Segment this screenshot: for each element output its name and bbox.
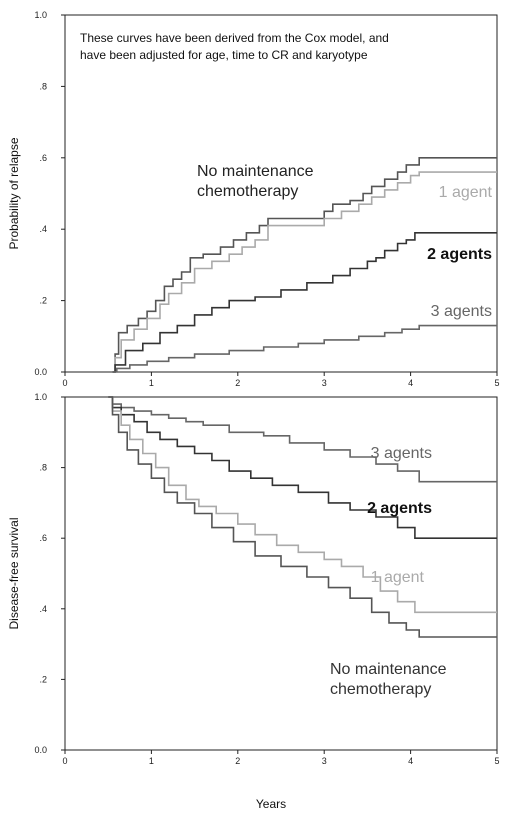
y-axis-label: Probability of relapse	[7, 137, 21, 249]
series-label: 3 agents	[371, 445, 432, 462]
series-label: 2 agents	[367, 500, 432, 517]
x-tick-label: 1	[149, 378, 154, 388]
series-line-3	[112, 232, 497, 373]
series-label: chemotherapy	[330, 681, 431, 698]
series-line-4	[108, 396, 497, 638]
y-tick-label: .6	[39, 533, 47, 543]
series-label: 1 agent	[371, 569, 425, 586]
series-line-2	[108, 396, 497, 539]
series-line-2	[112, 171, 497, 373]
x-tick-label: 0	[62, 378, 67, 388]
x-tick-label: 0	[62, 756, 67, 766]
series-label: 3 agents	[431, 303, 492, 320]
series-label: No maintenance	[197, 163, 314, 180]
x-tick-label: 3	[322, 756, 327, 766]
x-tick-label: 4	[408, 756, 413, 766]
series-line-4	[112, 324, 497, 373]
plot-frame	[64, 396, 498, 751]
series-label: 2 agents	[427, 246, 492, 263]
series-line-1	[108, 396, 497, 483]
y-tick-label: .6	[39, 153, 47, 163]
x-tick-label: 2	[235, 756, 240, 766]
panel-1: 0 1 2 3 4 5 0.0 .2 .4 .6 .8 1.0 Probability of relap…	[7, 10, 500, 388]
x-axis-label: Years	[256, 797, 286, 811]
series-label: No maintenance	[330, 661, 447, 678]
x-tick-label: 5	[494, 756, 499, 766]
chart-note-line: have been adjusted for age, time to CR a…	[80, 48, 368, 62]
x-tick-label: 5	[494, 378, 499, 388]
y-tick-label: .4	[39, 604, 47, 614]
y-tick-label: .2	[39, 296, 47, 306]
y-tick-label: .8	[39, 463, 47, 473]
y-tick-label: 1.0	[34, 392, 47, 402]
y-tick-label: .4	[39, 224, 47, 234]
series-line-1	[112, 157, 497, 373]
x-tick-label: 2	[235, 378, 240, 388]
y-axis-label: Disease-free survival	[7, 517, 21, 629]
x-tick-label: 4	[408, 378, 413, 388]
y-tick-label: 0.0	[34, 745, 47, 755]
x-tick-label: 1	[149, 756, 154, 766]
plot-frame	[64, 14, 498, 373]
y-tick-label: 0.0	[34, 367, 47, 377]
series-label: chemotherapy	[197, 183, 298, 200]
y-tick-label: 1.0	[34, 10, 47, 20]
chart-note-line: These curves have been derived from the …	[80, 31, 389, 45]
panel-2: 0 1 2 3 4 5 0.0 .2 .4 .6 .8 1.0 Disease-free surviva…	[7, 392, 500, 811]
series-line-3	[108, 396, 497, 614]
y-tick-label: .2	[39, 674, 47, 684]
x-tick-label: 3	[322, 378, 327, 388]
series-label: 1 agent	[439, 184, 493, 201]
y-tick-label: .8	[39, 81, 47, 91]
